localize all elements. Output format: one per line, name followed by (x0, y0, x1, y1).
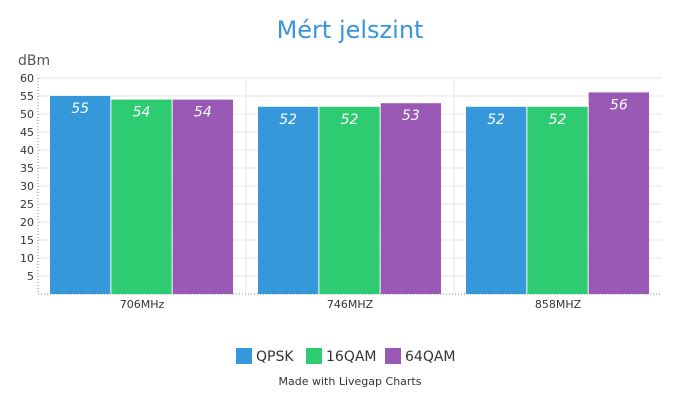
y-tick-label: 25 (20, 198, 34, 211)
x-category-label: 746MHZ (327, 298, 374, 311)
y-tick-label: 5 (27, 270, 34, 283)
chart-title: Mért jelszint (277, 16, 424, 44)
y-tick-label: 55 (20, 90, 34, 103)
legend-swatch[interactable] (385, 348, 401, 364)
legend-swatch[interactable] (236, 348, 252, 364)
bar (172, 99, 233, 294)
legend-label[interactable]: 16QAM (326, 349, 377, 365)
bar-value-label: 52 (549, 112, 567, 128)
y-tick-label: 20 (20, 216, 34, 229)
bar-value-label: 56 (610, 97, 628, 113)
bar (111, 99, 172, 294)
y-tick-label: 40 (20, 144, 34, 157)
bar-value-label: 52 (279, 112, 297, 128)
y-tick-label: 60 (20, 72, 34, 85)
bar (319, 106, 380, 294)
x-category-label: 858MHZ (535, 298, 582, 311)
y-tick-label: 15 (20, 234, 34, 247)
legend: QPSK 16QAM 64QAM (236, 348, 456, 365)
bar-value-label: 54 (194, 105, 212, 121)
bar (588, 92, 649, 295)
x-category-label: 706MHz (120, 298, 165, 311)
bar (466, 106, 527, 294)
value-labels: 55 54 54 52 52 53 52 52 56 (71, 97, 628, 127)
bar (50, 96, 111, 294)
y-tick-label: 35 (20, 162, 34, 175)
bar-value-label: 53 (402, 108, 420, 124)
y-tick-label: 45 (20, 126, 34, 139)
bar-value-label: 52 (341, 112, 359, 128)
bars (50, 92, 649, 295)
y-tick-label: 10 (20, 252, 34, 265)
bar-value-label: 52 (487, 112, 505, 128)
bar-value-label: 55 (71, 101, 89, 117)
bar-value-label: 54 (133, 105, 151, 121)
bar (258, 106, 319, 294)
legend-label[interactable]: QPSK (256, 349, 294, 365)
legend-swatch[interactable] (306, 348, 322, 364)
y-tick-label: 50 (20, 108, 34, 121)
y-axis-unit-label: dBm (18, 53, 50, 69)
legend-label[interactable]: 64QAM (405, 349, 456, 365)
chart-credit: Made with Livegap Charts (279, 375, 422, 388)
bar (527, 106, 588, 294)
bar (380, 103, 441, 294)
x-axis-categories: 706MHz 746MHZ 858MHZ (120, 298, 582, 311)
y-tick-label: 30 (20, 180, 34, 193)
y-axis-ticks: 5 10 15 20 25 30 35 40 45 50 55 60 (20, 72, 34, 283)
